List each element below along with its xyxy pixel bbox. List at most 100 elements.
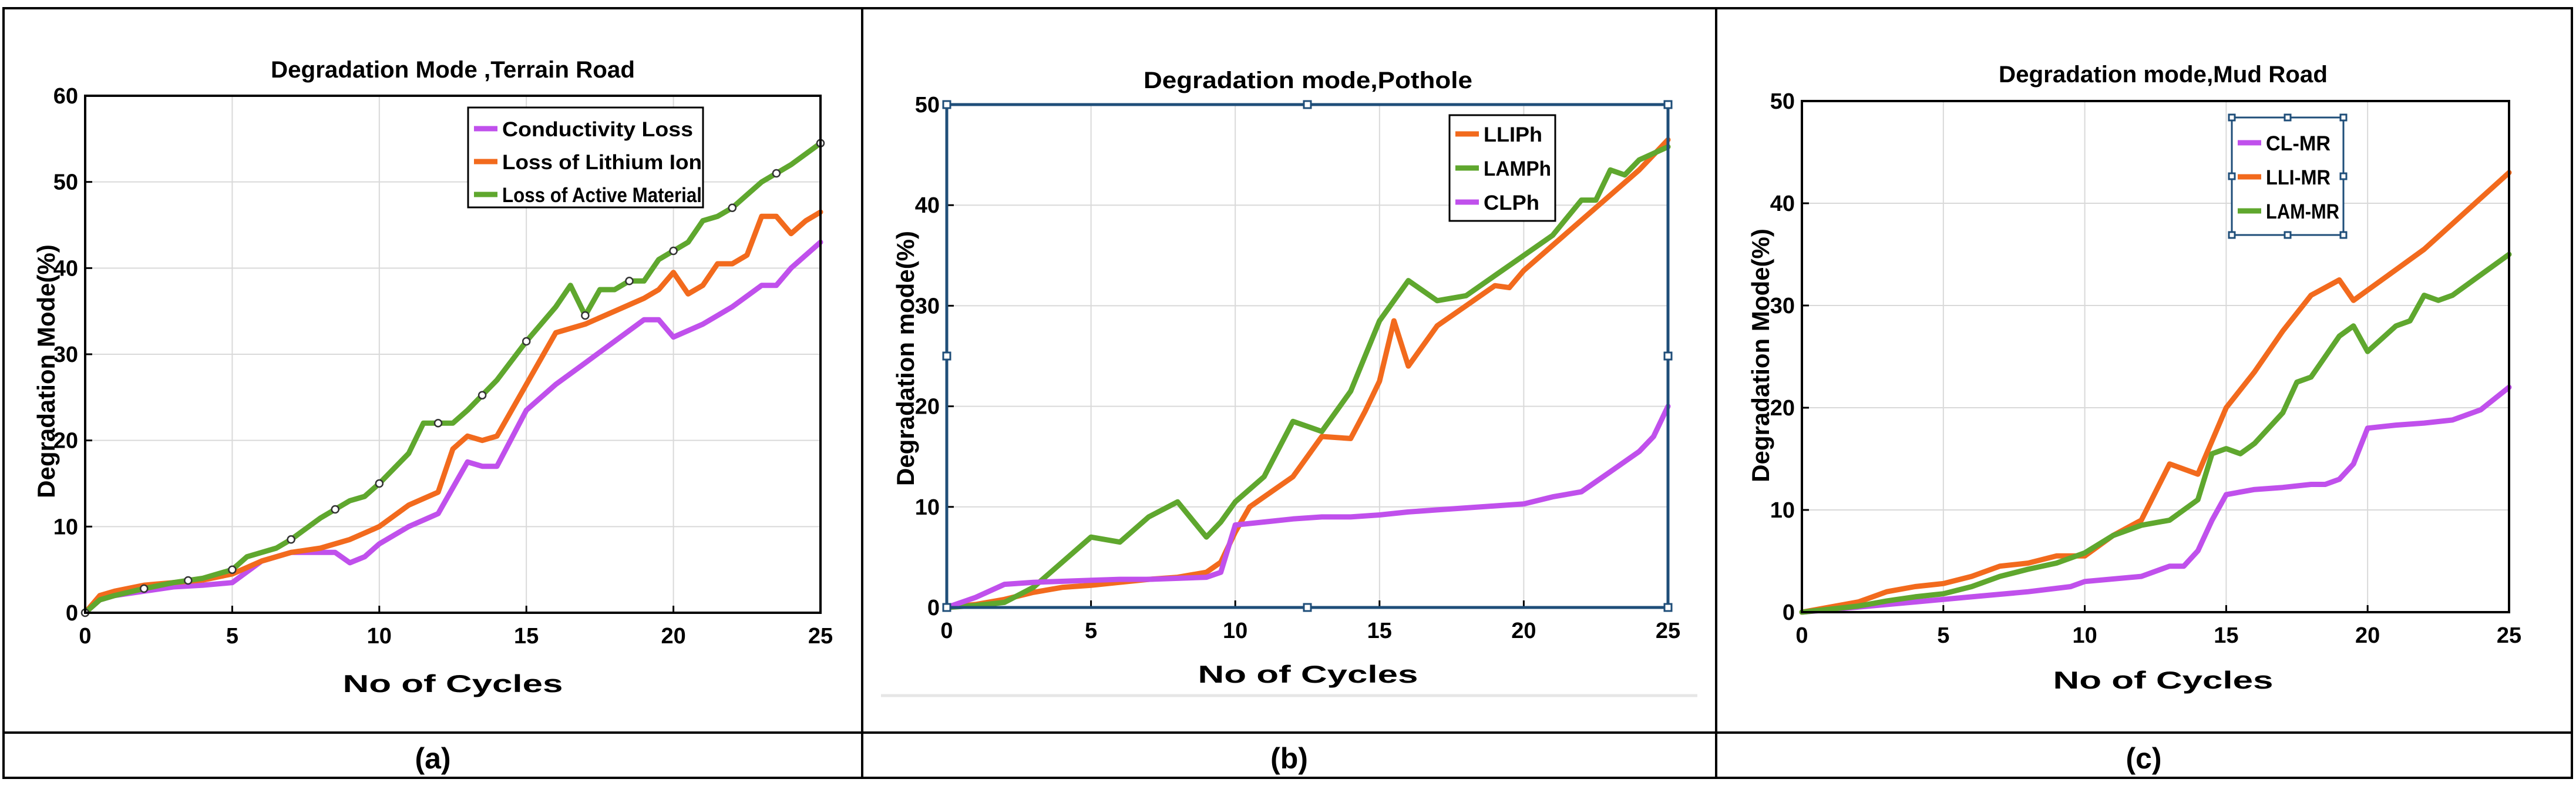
chart-b-selection-handles (942, 100, 1673, 612)
chart-b-handle-bottom-center (1303, 603, 1312, 612)
chart-a-xtick-label: 25 (808, 624, 833, 649)
chart-c-series-cl-mr (1799, 384, 2512, 615)
chart-c-series-lam-mr (1799, 251, 2512, 615)
chart-b-ytick-label: 0 (927, 596, 940, 620)
table-border (2, 7, 2573, 779)
chart-b-ylabel: Degradation mode(%) (892, 231, 919, 486)
chart-b-yticks: 0 10 20 30 40 50 (915, 93, 954, 620)
chart-c-xtick-label: 5 (1937, 623, 1949, 648)
chart-c-xtick-label: 0 (1795, 623, 1808, 648)
chart-a-ytick-label: 0 (66, 601, 78, 626)
chart-b-series-lamph (944, 144, 1671, 610)
chart-b-handle-bottom-right (1663, 603, 1673, 612)
chart-a-xtick-label: 15 (514, 624, 539, 649)
chart-a-legend-box (467, 106, 704, 209)
chart-b: Degradation mode,Pothole Degradation mod… (892, 68, 1680, 688)
chart-b-series (944, 137, 1671, 610)
chart-c-series (1799, 170, 2512, 615)
chart-c-ytick-label: 40 (1770, 192, 1795, 216)
chart-a-legend-label-loss-of-lithium-ion: Loss of Lithium Ion (502, 151, 702, 174)
chart-c-ytick-label: 20 (1770, 396, 1795, 421)
chart-c-xtick-label: 15 (2214, 623, 2238, 648)
chart-c-legend-label-cl-mr: CL-MR (2266, 132, 2330, 155)
chart-a-data-marker (581, 311, 590, 320)
chart-c-ytick-label: 0 (1783, 600, 1795, 625)
chart-c-ytick-label: 30 (1770, 294, 1795, 318)
chart-c-legend-handle-middle-right (2339, 172, 2348, 180)
chart-c-xtick-label: 10 (2072, 623, 2097, 648)
chart-a-ytick-label: 50 (53, 170, 78, 195)
chart-a-data-marker (375, 479, 384, 488)
chart-c-grid (1802, 101, 2509, 612)
chart-a-data-marker (331, 505, 339, 514)
chart-c-legend-handle-top-left (2228, 113, 2236, 122)
chart-a-data-marker (669, 246, 678, 256)
chart-b-legend: LLIPh LAMPh CLPh (1448, 114, 1556, 222)
chart-a-data-marker (433, 419, 443, 428)
chart-b-xlabel: No of Cycles (1198, 660, 1418, 688)
chart-c-yticks: 0 10 20 30 40 50 (1770, 89, 1809, 625)
chart-c-legend-label-lli-mr: LLI-MR (2266, 166, 2330, 189)
chart-a-data-marker (184, 576, 193, 585)
chart-b-handle-top-left (942, 100, 951, 109)
chart-a-data-marker (728, 203, 737, 212)
chart-a-xlabel: No of Cycles (343, 670, 563, 697)
chart-a-markers (80, 139, 825, 617)
chart-c: Degradation mode,Mud Road Degradation Mo… (1747, 62, 2521, 694)
chart-a-legend-label-loss-of-active-material: Loss of Active Material (502, 184, 702, 207)
chart-b-xtick-label: 0 (940, 619, 953, 643)
chart-a-ytick-label: 10 (53, 515, 78, 539)
chart-c-legend-handle-bottom-right (2339, 231, 2348, 239)
chart-a-ytick-label: 20 (53, 429, 78, 454)
chart-a-legend-label-conductivity-loss: Conductivity Loss (502, 118, 693, 141)
chart-a-data-marker (287, 535, 295, 544)
chart-c-xtick-label: 25 (2497, 623, 2521, 648)
chart-b-xtick-label: 5 (1085, 619, 1097, 643)
chart-a-ylabel: Degradation Mode(%) (32, 244, 60, 498)
chart-c-series-lli-mr (1799, 170, 2512, 615)
chart-b-handle-top-right (1663, 100, 1673, 109)
chart-a-data-marker (772, 169, 781, 178)
chart-c-xtick-label: 20 (2355, 623, 2380, 648)
chart-a: Degradation Mode ,Terrain Road Degradati… (32, 57, 833, 697)
caption-b: (b) (1270, 742, 1308, 775)
chart-b-xtick-label: 10 (1223, 619, 1247, 643)
chart-a-xticks: 0 5 10 15 20 25 (79, 606, 833, 649)
chart-a-plot-frame (84, 95, 822, 614)
chart-b-ytick-label: 50 (915, 93, 940, 117)
chart-a-series-conductivity-loss (82, 239, 823, 616)
chart-b-ytick-label: 30 (915, 294, 940, 318)
chart-a-legend: Conductivity Loss Loss of Lithium Ion Lo… (467, 106, 704, 209)
chart-a-xtick-label: 20 (661, 624, 685, 649)
chart-b-handle-middle-right (1663, 351, 1673, 361)
chart-c-xticks: 0 5 10 15 20 25 (1795, 605, 2521, 648)
chart-c-ylabel: Degradation Mode(%) (1747, 229, 1774, 482)
chart-c-legend-handle-top-center (2284, 113, 2292, 122)
chart-c-legend-handles (2228, 113, 2348, 239)
chart-a-data-marker (522, 337, 531, 346)
chart-b-legend-label-llip: LLIPh (1484, 123, 1542, 146)
chart-a-yticks: 0 10 20 30 40 50 60 (53, 84, 92, 626)
table-frame (2, 7, 2573, 779)
chart-b-ytick-label: 20 (915, 395, 940, 419)
chart-a-data-marker (477, 391, 487, 399)
chart-b-xtick-label: 20 (1511, 619, 1536, 643)
caption-c: (c) (2126, 742, 2161, 775)
chart-c-legend-label-lam-mr: LAM-MR (2266, 200, 2339, 223)
chart-c-ytick-label: 10 (1770, 498, 1795, 523)
chart-b-legend-label-lamp: LAMPh (1484, 157, 1551, 180)
chart-b-handle-middle-left (942, 351, 951, 361)
chart-a-data-marker (625, 277, 634, 286)
chart-b-series-lliph (944, 137, 1671, 610)
chart-c-title: Degradation mode,Mud Road (1999, 62, 2328, 88)
chart-c-legend: CL-MR LLI-MR LAM-MR (2228, 113, 2348, 239)
chart-a-ytick-label: 60 (53, 84, 78, 109)
chart-b-series-clph (944, 404, 1671, 610)
chart-a-xtick-label: 0 (79, 624, 91, 649)
chart-c-ytick-label: 50 (1770, 89, 1795, 114)
chart-c-legend-handle-middle-left (2228, 172, 2236, 180)
chart-b-xtick-label: 15 (1367, 619, 1392, 643)
chart-b-ytick-label: 40 (915, 193, 940, 218)
